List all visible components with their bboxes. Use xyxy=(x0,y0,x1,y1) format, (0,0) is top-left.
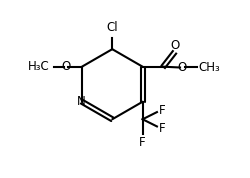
Text: F: F xyxy=(159,104,166,117)
Text: F: F xyxy=(139,136,146,149)
Text: H₃C: H₃C xyxy=(28,60,50,73)
Text: CH₃: CH₃ xyxy=(198,61,220,74)
Text: Cl: Cl xyxy=(106,21,118,34)
Text: F: F xyxy=(159,122,166,135)
Text: N: N xyxy=(77,95,86,108)
Text: O: O xyxy=(61,60,70,73)
Text: O: O xyxy=(178,61,187,74)
Text: O: O xyxy=(171,39,180,52)
